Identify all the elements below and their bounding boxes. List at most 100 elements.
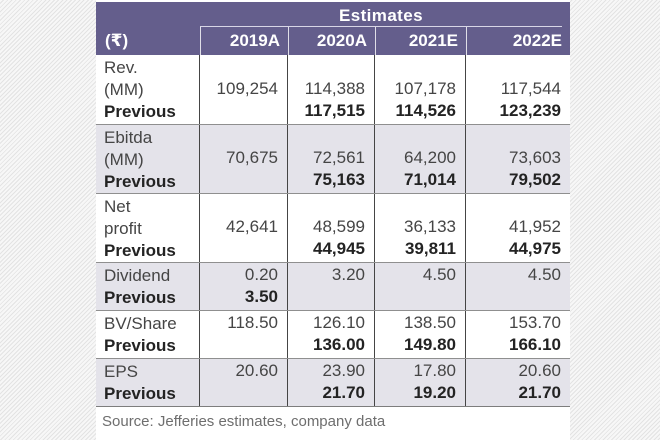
- value-cell: 64,200 71,014: [375, 125, 466, 193]
- value-previous: 21.70: [322, 383, 365, 402]
- value-current: 4.50: [527, 265, 561, 284]
- row-label: Dividend: [104, 266, 171, 285]
- row-label-line2: (MM): [104, 150, 144, 169]
- value-current: 4.50: [422, 265, 456, 284]
- value-previous: 123,239: [499, 101, 561, 120]
- value-current: 153.70: [509, 313, 561, 332]
- value-previous: 136.00: [313, 335, 365, 354]
- table-row-ebitda: Ebitda (MM) Previous 70,675 72,561 75,163…: [96, 124, 570, 193]
- source-note: Source: Jefferies estimates, company dat…: [96, 407, 570, 435]
- value-previous: 19.20: [413, 383, 456, 402]
- value-previous: 117,515: [304, 101, 365, 120]
- table-row-net-profit: Net profit Previous 42,641 48,599 44,945 …: [96, 193, 570, 262]
- value-current: 117,544: [500, 79, 561, 98]
- column-header-2019a: 2019A: [200, 27, 288, 55]
- value-cell: 36,133 39,811: [375, 194, 466, 262]
- value-cell: 153.70 166.10: [466, 311, 570, 358]
- value-previous: 44,975: [509, 239, 561, 258]
- value-current: 48,599: [313, 217, 365, 236]
- value-cell: 109,254: [200, 55, 288, 124]
- value-cell: 126.10 136.00: [288, 311, 375, 358]
- value-previous: 114,526: [395, 101, 456, 120]
- value-cell: 72,561 75,163: [288, 125, 375, 193]
- value-cell: 0.20 3.50: [200, 263, 288, 310]
- value-cell: 70,675: [200, 125, 288, 193]
- previous-label: Previous: [104, 241, 176, 260]
- value-cell: 4.50: [466, 263, 570, 310]
- value-current: 42,641: [226, 217, 278, 236]
- value-previous: 71,014: [404, 170, 456, 189]
- row-label-cell: Net profit Previous: [96, 194, 200, 262]
- row-label: Net: [104, 197, 131, 216]
- column-header-2021e: 2021E: [375, 27, 466, 55]
- row-label-cell: Dividend Previous: [96, 263, 200, 310]
- value-cell: 48,599 44,945: [288, 194, 375, 262]
- value-current: 118.50: [227, 313, 278, 332]
- currency-header: (₹): [105, 31, 129, 50]
- table-row-dividend: Dividend Previous 0.20 3.50 3.20 4.50 4.5…: [96, 262, 570, 310]
- value-cell: 73,603 79,502: [466, 125, 570, 193]
- value-current: 3.20: [331, 265, 365, 284]
- previous-label: Previous: [104, 102, 176, 121]
- table-row-eps: EPS Previous 20.60 23.90 21.70 17.80 19.20…: [96, 358, 570, 406]
- table-header: Estimates (₹) 2019A 2020A 2021E 2022E: [96, 2, 570, 55]
- value-previous: 75,163: [313, 170, 365, 189]
- row-label-cell: Rev. (MM) Previous: [96, 55, 200, 124]
- value-current: 20.60: [235, 361, 278, 380]
- value-current: 73,603: [509, 148, 561, 167]
- value-current: 20.60: [518, 361, 561, 380]
- estimates-title-row: Estimates: [96, 2, 570, 27]
- value-current: 114,388: [304, 79, 365, 98]
- table-row-bv-share: BV/Share Previous 118.50 126.10 136.00 13…: [96, 310, 570, 358]
- table-row-revenue: Rev. (MM) Previous 109,254 114,388 117,51…: [96, 55, 570, 124]
- row-label: Rev.: [104, 58, 138, 77]
- value-previous: 3.50: [244, 287, 278, 306]
- row-label: BV/Share: [104, 314, 177, 333]
- table-body: Rev. (MM) Previous 109,254 114,388 117,51…: [96, 55, 570, 407]
- value-previous: 149.80: [404, 335, 456, 354]
- value-current: 126.10: [313, 313, 365, 332]
- previous-label: Previous: [104, 336, 176, 355]
- row-label: EPS: [104, 362, 139, 381]
- value-current: 72,561: [313, 148, 365, 167]
- value-previous: 21.70: [518, 383, 561, 402]
- previous-label: Previous: [104, 288, 176, 307]
- row-label-line2: profit: [104, 219, 142, 238]
- value-current: 64,200: [404, 148, 456, 167]
- value-previous: 79,502: [509, 170, 561, 189]
- value-previous: 44,945: [313, 239, 365, 258]
- table-title: Estimates: [200, 2, 562, 27]
- value-cell: 41,952 44,975: [466, 194, 570, 262]
- value-cell: 117,544 123,239: [466, 55, 570, 124]
- value-current: 107,178: [394, 79, 456, 98]
- column-header-row: (₹) 2019A 2020A 2021E 2022E: [96, 27, 570, 55]
- value-cell: 138.50 149.80: [375, 311, 466, 358]
- row-label: Ebitda: [104, 128, 153, 147]
- value-cell: 114,388 117,515: [288, 55, 375, 124]
- value-cell: 4.50: [375, 263, 466, 310]
- row-label-cell: EPS Previous: [96, 359, 200, 406]
- value-current: 23.90: [322, 361, 365, 380]
- column-header-2022e: 2022E: [466, 27, 570, 55]
- value-cell: 20.60 21.70: [466, 359, 570, 406]
- estimates-title-spacer: [96, 2, 200, 27]
- value-current: 109,254: [216, 79, 278, 98]
- value-current: 0.20: [244, 265, 278, 284]
- value-cell: 42,641: [200, 194, 288, 262]
- previous-label: Previous: [104, 172, 176, 191]
- column-header-2020a: 2020A: [288, 27, 375, 55]
- value-cell: 20.60: [200, 359, 288, 406]
- value-current: 70,675: [226, 148, 278, 167]
- table-background-strip: Estimates (₹) 2019A 2020A 2021E 2022E Re…: [96, 0, 570, 440]
- value-current: 41,952: [509, 217, 561, 236]
- value-current: 138.50: [404, 313, 456, 332]
- value-cell: 23.90 21.70: [288, 359, 375, 406]
- value-previous: 39,811: [404, 239, 456, 258]
- value-current: 36,133: [404, 217, 456, 236]
- previous-label: Previous: [104, 384, 176, 403]
- value-cell: 118.50: [200, 311, 288, 358]
- row-label-line2: (MM): [104, 80, 144, 99]
- value-current: 17.80: [413, 361, 456, 380]
- value-cell: 17.80 19.20: [375, 359, 466, 406]
- row-label-cell: BV/Share Previous: [96, 311, 200, 358]
